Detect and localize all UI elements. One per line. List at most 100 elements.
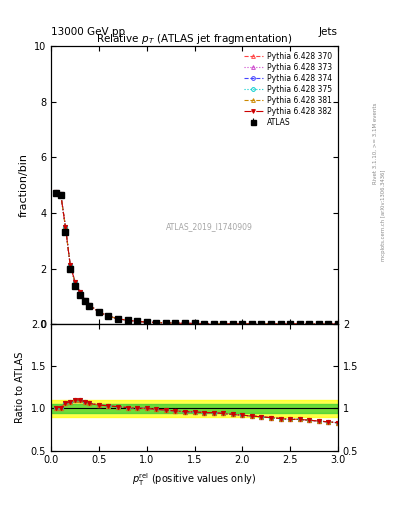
Line: Pythia 6.428 370: Pythia 6.428 370 [54, 190, 340, 326]
Legend: Pythia 6.428 370, Pythia 6.428 373, Pythia 6.428 374, Pythia 6.428 375, Pythia 6: Pythia 6.428 370, Pythia 6.428 373, Pyth… [242, 50, 334, 129]
Pythia 6.428 382 [316, 321, 321, 327]
Pythia 6.428 381 [73, 279, 77, 285]
Pythia 6.428 373 [173, 320, 178, 326]
Pythia 6.428 370 [298, 321, 302, 327]
Pythia 6.428 370 [183, 321, 187, 327]
Pythia 6.428 375 [230, 321, 235, 327]
Pythia 6.428 374 [221, 321, 226, 327]
Pythia 6.428 374 [230, 321, 235, 327]
Pythia 6.428 370 [230, 321, 235, 327]
Pythia 6.428 382 [202, 321, 206, 327]
Pythia 6.428 381 [106, 313, 111, 319]
Pythia 6.428 381 [183, 321, 187, 327]
Text: Jets: Jets [319, 27, 338, 37]
Pythia 6.428 375 [278, 321, 283, 327]
Pythia 6.428 370 [135, 318, 140, 325]
Pythia 6.428 382 [106, 313, 111, 319]
Pythia 6.428 373 [326, 321, 331, 327]
Pythia 6.428 375 [202, 321, 206, 327]
Pythia 6.428 373 [73, 279, 77, 285]
Pythia 6.428 370 [326, 321, 331, 327]
Pythia 6.428 374 [106, 313, 111, 319]
Pythia 6.428 375 [106, 313, 111, 319]
Pythia 6.428 382 [144, 319, 149, 325]
Pythia 6.428 375 [63, 224, 68, 230]
Pythia 6.428 375 [288, 321, 292, 327]
Pythia 6.428 381 [116, 316, 120, 322]
Pythia 6.428 382 [250, 321, 254, 327]
Pythia 6.428 373 [240, 321, 245, 327]
Pythia 6.428 375 [154, 319, 159, 326]
Pythia 6.428 373 [298, 321, 302, 327]
Pythia 6.428 374 [73, 279, 77, 285]
Pythia 6.428 382 [278, 321, 283, 327]
Pythia 6.428 370 [77, 289, 82, 295]
Pythia 6.428 373 [68, 262, 73, 268]
Pythia 6.428 373 [82, 296, 87, 303]
Pythia 6.428 375 [73, 279, 77, 285]
Pythia 6.428 374 [298, 321, 302, 327]
Pythia 6.428 382 [63, 224, 68, 230]
Pythia 6.428 375 [307, 321, 312, 327]
Pythia 6.428 382 [58, 190, 63, 197]
Pythia 6.428 374 [326, 321, 331, 327]
Pythia 6.428 382 [298, 321, 302, 327]
Pythia 6.428 381 [298, 321, 302, 327]
Y-axis label: fraction/bin: fraction/bin [18, 153, 28, 217]
Pythia 6.428 381 [250, 321, 254, 327]
Pythia 6.428 370 [316, 321, 321, 327]
Pythia 6.428 381 [202, 321, 206, 327]
Pythia 6.428 374 [269, 321, 274, 327]
Pythia 6.428 382 [163, 320, 168, 326]
Pythia 6.428 370 [87, 302, 92, 308]
Pythia 6.428 375 [183, 321, 187, 327]
Pythia 6.428 375 [116, 316, 120, 322]
Pythia 6.428 373 [77, 289, 82, 295]
Text: 13000 GeV pp: 13000 GeV pp [51, 27, 125, 37]
Pythia 6.428 382 [326, 321, 331, 327]
Pythia 6.428 382 [73, 279, 77, 285]
Pythia 6.428 381 [154, 319, 159, 326]
Pythia 6.428 370 [82, 296, 87, 303]
Pythia 6.428 373 [211, 321, 216, 327]
Pythia 6.428 375 [68, 262, 73, 268]
Pythia 6.428 375 [250, 321, 254, 327]
Pythia 6.428 381 [173, 320, 178, 326]
Pythia 6.428 381 [316, 321, 321, 327]
Pythia 6.428 381 [82, 296, 87, 303]
Line: Pythia 6.428 374: Pythia 6.428 374 [54, 190, 340, 326]
Pythia 6.428 382 [135, 318, 140, 325]
Pythia 6.428 373 [135, 318, 140, 325]
Pythia 6.428 382 [336, 321, 340, 327]
Pythia 6.428 375 [316, 321, 321, 327]
Pythia 6.428 374 [87, 302, 92, 308]
Pythia 6.428 373 [278, 321, 283, 327]
Pythia 6.428 375 [192, 321, 197, 327]
Text: Rivet 3.1.10, >= 3.1M events: Rivet 3.1.10, >= 3.1M events [373, 103, 378, 184]
Pythia 6.428 382 [183, 321, 187, 327]
Pythia 6.428 373 [269, 321, 274, 327]
Pythia 6.428 373 [250, 321, 254, 327]
Pythia 6.428 381 [278, 321, 283, 327]
Pythia 6.428 370 [278, 321, 283, 327]
Pythia 6.428 373 [63, 224, 68, 230]
Pythia 6.428 373 [288, 321, 292, 327]
Line: Pythia 6.428 375: Pythia 6.428 375 [54, 190, 340, 326]
Pythia 6.428 373 [144, 319, 149, 325]
Pythia 6.428 370 [259, 321, 264, 327]
Pythia 6.428 374 [240, 321, 245, 327]
Pythia 6.428 381 [125, 317, 130, 323]
Pythia 6.428 373 [154, 319, 159, 326]
Pythia 6.428 374 [116, 316, 120, 322]
Pythia 6.428 381 [163, 320, 168, 326]
Pythia 6.428 370 [250, 321, 254, 327]
Pythia 6.428 382 [240, 321, 245, 327]
Pythia 6.428 375 [77, 289, 82, 295]
Line: Pythia 6.428 381: Pythia 6.428 381 [54, 190, 340, 326]
Pythia 6.428 382 [192, 321, 197, 327]
Pythia 6.428 370 [221, 321, 226, 327]
Pythia 6.428 373 [97, 309, 101, 315]
Pythia 6.428 373 [202, 321, 206, 327]
Pythia 6.428 382 [77, 289, 82, 295]
Pythia 6.428 381 [230, 321, 235, 327]
